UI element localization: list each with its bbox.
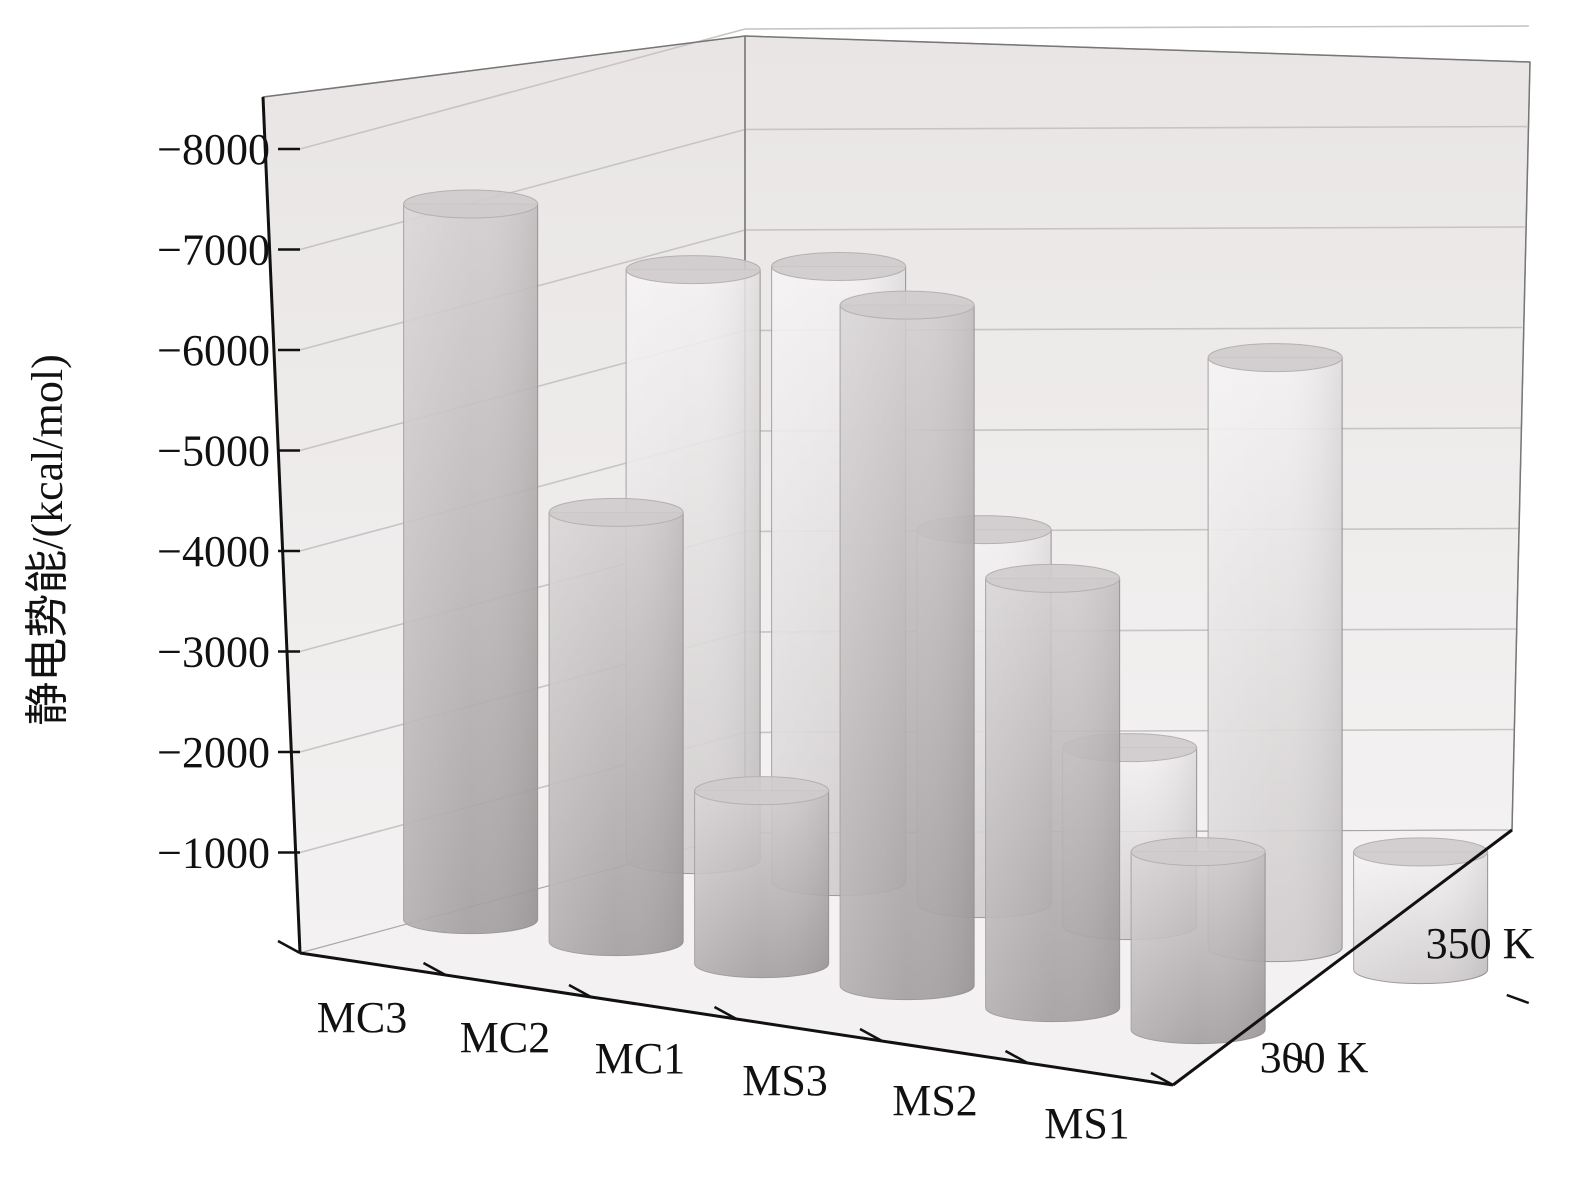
x-ticks: MC3 MC2 MC1 MS3 MS2 MS1 <box>277 939 1174 1148</box>
y-axis-title: 静电势能/(kcal/mol) <box>23 354 72 726</box>
x-tick-mark <box>1150 1071 1174 1087</box>
gridline-left-wall <box>299 128 746 251</box>
x-tick-mark <box>422 961 447 977</box>
x-tick-mark <box>859 1027 883 1043</box>
y-tick-label: −7000 <box>157 226 270 275</box>
series-label: 300 K <box>1260 1033 1369 1082</box>
bar <box>985 563 1121 1023</box>
bar <box>403 189 539 935</box>
bar <box>694 776 830 979</box>
bar <box>548 497 684 957</box>
wall-top-edge-left <box>262 35 746 98</box>
x-tick-mark <box>713 1005 738 1021</box>
series-300k <box>403 189 1266 1045</box>
gridline-right-wall <box>744 25 1529 30</box>
series-label: 350 K <box>1426 919 1535 968</box>
x-tick-mark <box>1004 1049 1029 1065</box>
x-tick-label: MS2 <box>892 1076 978 1125</box>
y-tick-label: −5000 <box>157 427 270 476</box>
gridline-left-wall <box>299 28 746 150</box>
y-tick-label: −8000 <box>157 125 270 174</box>
x-tick-mark <box>568 983 592 999</box>
x-tick-label: MC3 <box>317 993 407 1042</box>
y-tick-label: −4000 <box>157 527 270 576</box>
x-tick-label: MS1 <box>1044 1099 1130 1148</box>
depth-ticks: 300 K 350 K <box>1260 919 1535 1082</box>
x-tick-mark <box>277 939 301 955</box>
y-tick-label: −2000 <box>157 728 270 777</box>
y-ticks: −1000 −2000 −3000 −4000 −5000 −6000 −7000 −8000 <box>157 125 300 878</box>
y-tick-label: −1000 <box>157 829 270 878</box>
wall-top-edge-right <box>744 35 1531 63</box>
depth-tick-mark <box>1506 993 1530 1005</box>
bar <box>1130 837 1266 1045</box>
x-tick-label: MC1 <box>595 1034 685 1083</box>
y-tick-label: −6000 <box>157 326 270 375</box>
y-tick-label: −3000 <box>157 628 270 677</box>
y-axis-line <box>261 96 302 954</box>
bar <box>1353 837 1489 985</box>
gridline-right-wall <box>744 226 1525 231</box>
depth-axis-line <box>1172 828 1513 1087</box>
x-tick-label: MS3 <box>742 1056 828 1105</box>
bar <box>1207 343 1343 963</box>
bar <box>839 290 975 1001</box>
axes: −1000 −2000 −3000 −4000 −5000 −6000 −7000 −8000… <box>157 96 1535 1148</box>
gridline-right-wall <box>744 125 1527 131</box>
wall-right-edge <box>1511 61 1531 831</box>
depth-tick-mark <box>1283 1053 1307 1065</box>
x-tick-label: MC2 <box>460 1013 550 1062</box>
